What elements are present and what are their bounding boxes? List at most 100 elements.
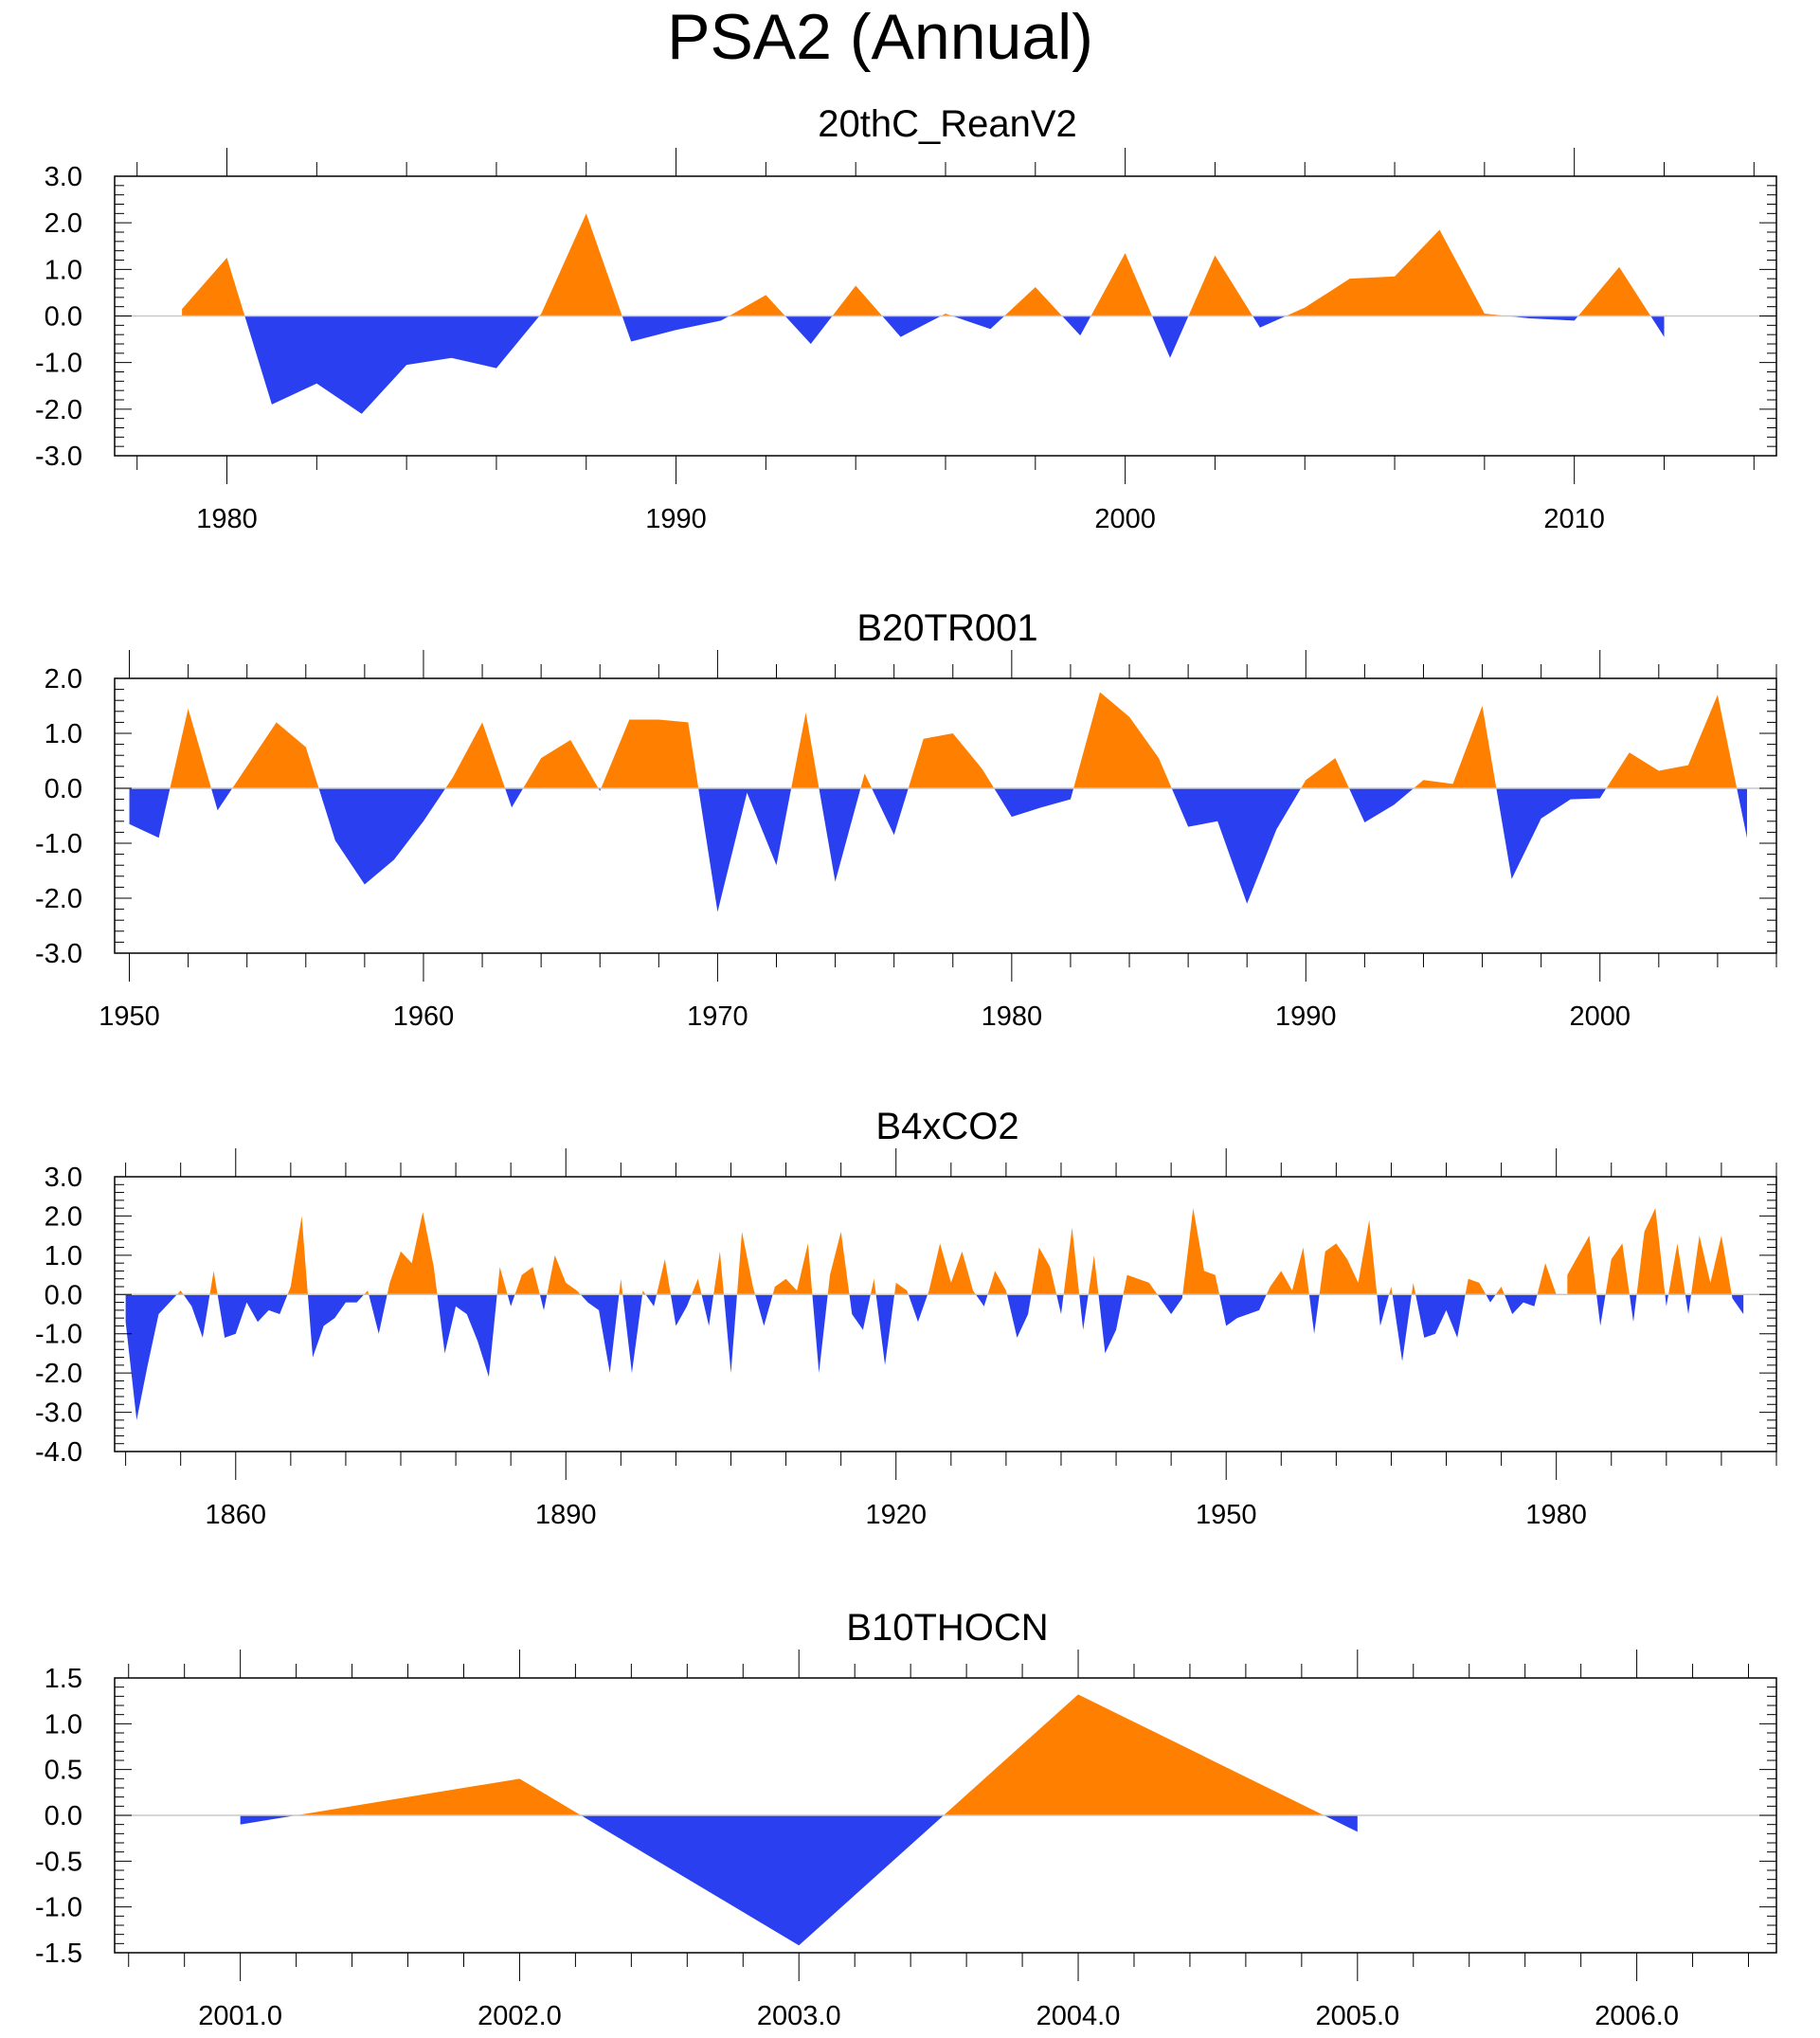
negative-area	[240, 1815, 297, 1825]
x-tick-label: 2000	[1569, 1001, 1631, 1032]
negative-area	[1252, 316, 1287, 328]
negative-area	[1650, 316, 1665, 337]
y-tick-label: -2.0	[35, 395, 82, 425]
negative-area	[670, 1294, 692, 1326]
plot-frame	[114, 677, 1777, 954]
positive-area	[827, 1232, 850, 1295]
negative-area	[1098, 1294, 1124, 1354]
x-tick-label: 1950	[99, 1001, 160, 1032]
positive-area	[1088, 1254, 1099, 1295]
positive-area	[713, 1251, 724, 1295]
negative-area	[581, 1815, 945, 1946]
positive-area	[1063, 1227, 1080, 1295]
positive-area	[1182, 1208, 1220, 1295]
x-tick-label: 1990	[1275, 1001, 1337, 1032]
negative-area	[908, 1294, 928, 1323]
x-tick-label: 1860	[206, 1500, 267, 1530]
positive-area	[987, 1271, 1007, 1295]
negative-area	[1415, 1294, 1466, 1338]
negative-area	[1157, 1294, 1183, 1314]
negative-area	[875, 1294, 895, 1365]
positive-area	[1567, 1235, 1597, 1295]
negative-area	[183, 1294, 210, 1338]
y-tick-label: -1.0	[35, 829, 82, 859]
positive-area	[642, 1290, 646, 1295]
panel-2: B20TR001 -3.0 -2.0 -1.0 0.0 1.0 2.0 1950 1960 19…	[35, 607, 1777, 1032]
panel-title: B4xCO2	[875, 1106, 1018, 1147]
x-tick-label: 1920	[865, 1500, 927, 1530]
x-tick-label: 2006.0	[1595, 2001, 1679, 2031]
negative-area	[698, 788, 792, 912]
y-tick-label: 0.0	[45, 774, 82, 804]
positive-area	[209, 1271, 218, 1295]
y-tick-label: 2.0	[45, 208, 82, 239]
x-tick-label: 2010	[1543, 504, 1605, 534]
positive-area	[1266, 1247, 1309, 1295]
negative-area	[1665, 1294, 1669, 1307]
positive-area	[547, 1254, 581, 1295]
y-tick-label: 2.0	[45, 664, 82, 694]
positive-area	[523, 739, 599, 788]
negative-area	[125, 1294, 177, 1420]
negative-area	[622, 316, 730, 342]
plot-area: -3.0 -2.0 -1.0 0.0 1.0 2.0 3.0 1980 1990 2000 2010	[35, 148, 1777, 534]
positive-area	[445, 722, 506, 788]
negative-area	[1171, 788, 1302, 904]
y-tick-label: 0.5	[45, 1756, 82, 1786]
x-tick-label: 1970	[687, 1001, 748, 1032]
x-tick-label: 2004.0	[1036, 2001, 1121, 2031]
positive-area	[1411, 1282, 1416, 1295]
x-tick-label: 2003.0	[757, 2001, 841, 2031]
panel-title: B20TR001	[856, 607, 1037, 649]
x-tick-label: 1980	[982, 1001, 1043, 1032]
positive-area	[170, 708, 211, 788]
y-tick-label: 1.5	[45, 1664, 82, 1694]
x-tick-label: 1990	[645, 504, 707, 534]
positive-area	[182, 258, 245, 316]
negative-area	[994, 788, 1074, 818]
y-tick-label: 3.0	[45, 162, 82, 192]
negative-area	[1737, 788, 1747, 839]
negative-area	[1308, 1294, 1320, 1334]
positive-area	[1286, 229, 1507, 316]
negative-area	[1056, 1294, 1064, 1314]
negative-area	[539, 1294, 548, 1310]
positive-area	[496, 1267, 508, 1295]
negative-area	[724, 1294, 737, 1374]
negative-area	[645, 1294, 658, 1307]
negative-area	[1152, 316, 1189, 358]
negative-area	[1496, 788, 1607, 879]
positive-area	[176, 1290, 184, 1295]
negative-area	[1324, 1815, 1358, 1832]
positive-area	[1668, 1243, 1685, 1295]
figure-title: PSA2 (Annual)	[667, 1, 1093, 73]
panel-1: 20thC_ReanV2 -3.0 -2.0 -1.0 0.0 1.0 2.0 3.0 198…	[35, 103, 1777, 534]
y-tick-label: 1.0	[45, 1709, 82, 1740]
positive-area	[619, 1278, 623, 1295]
positive-area	[601, 719, 699, 788]
positive-area	[1577, 266, 1651, 316]
negative-area	[1629, 1294, 1637, 1323]
negative-area	[882, 316, 942, 337]
y-tick-label: 1.0	[45, 255, 82, 285]
negative-area	[1348, 788, 1415, 822]
positive-area	[1495, 1287, 1505, 1295]
positive-area	[1188, 255, 1253, 316]
positive-area	[514, 1267, 540, 1295]
plot-area: -1.5 -1.0 -0.5 0.0 0.5 1.0 1.5 2001.0 2002.0 2003…	[35, 1650, 1777, 2031]
panel-3: B4xCO2 -4.0 -3.0 -2.0 -1.0 0.0 1.0 2.0 3.0 1860 1…	[35, 1106, 1777, 1530]
y-tick-label: 1.0	[45, 1241, 82, 1271]
negative-area	[755, 1294, 773, 1326]
positive-area	[539, 213, 622, 316]
negative-area	[210, 788, 233, 811]
y-tick-label: -4.0	[35, 1437, 82, 1468]
negative-area	[129, 788, 171, 839]
negative-area	[1079, 1294, 1089, 1330]
positive-area	[870, 1278, 876, 1295]
positive-area	[1319, 1219, 1378, 1295]
y-tick-label: -2.0	[35, 884, 82, 914]
negative-area	[952, 316, 1005, 330]
y-tick-label: -3.0	[35, 442, 82, 472]
positive-area	[1636, 1208, 1666, 1295]
x-tick-label: 2005.0	[1315, 2001, 1399, 2031]
